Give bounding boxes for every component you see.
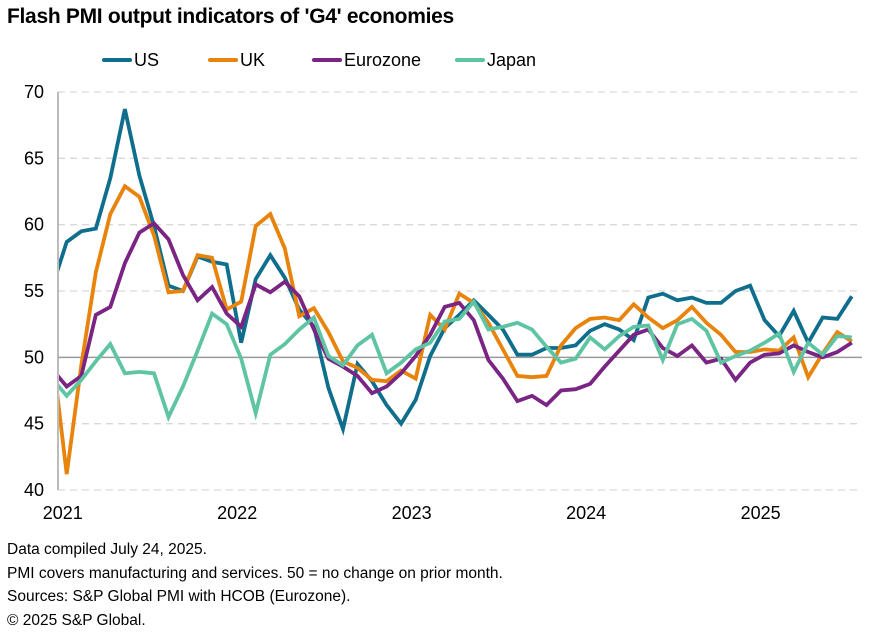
chart-title: Flash PMI output indicators of 'G4' econ… <box>7 5 454 28</box>
legend-label-japan: Japan <box>487 49 537 70</box>
series-line-japan <box>59 298 852 423</box>
note-sources: Sources: S&P Global PMI with HCOB (Euroz… <box>7 588 351 605</box>
legend-item-eurozone: Eurozone <box>312 48 421 72</box>
x-tick-label: 2022 <box>217 503 257 523</box>
legend-swatch-us <box>102 58 132 62</box>
note-data-compiled: Data compiled July 24, 2025. <box>7 541 207 558</box>
y-tick-label: 40 <box>24 480 44 500</box>
chart-legend: US UK Eurozone Japan <box>0 48 874 72</box>
y-tick-label: 50 <box>24 347 44 367</box>
y-tick-label: 55 <box>24 281 44 301</box>
y-axis-tick-labels: 40 45 50 55 60 65 70 <box>24 82 44 500</box>
series-line-us <box>59 108 854 436</box>
note-copyright: © 2025 S&P Global. <box>7 611 146 629</box>
x-axis-tick-labels: 2021 2022 2023 2024 2025 <box>43 503 781 523</box>
legend-label-eurozone: Eurozone <box>344 49 422 70</box>
legend-swatch-uk <box>208 58 238 62</box>
chart-notes: Data compiled July 24, 2025. PMI covers … <box>7 538 503 632</box>
x-tick-label: 2025 <box>741 503 781 523</box>
legend-item-japan: Japan <box>455 48 536 72</box>
legend-item-us: US <box>102 48 159 72</box>
y-tick-label: 65 <box>24 148 44 168</box>
note-pmi-coverage: PMI covers manufacturing and services. 5… <box>7 564 503 582</box>
legend-item-uk: UK <box>208 48 265 72</box>
legend-swatch-japan <box>455 58 485 62</box>
x-tick-label: 2021 <box>43 503 83 523</box>
y-tick-label: 60 <box>24 215 44 235</box>
series-lines <box>59 108 854 475</box>
legend-swatch-eurozone <box>312 58 342 62</box>
series-line-uk <box>59 183 853 475</box>
x-tick-label: 2024 <box>566 503 606 523</box>
x-tick-label: 2023 <box>392 503 432 523</box>
y-tick-label: 70 <box>24 82 44 102</box>
legend-label-us: US <box>134 49 160 70</box>
legend-label-uk: UK <box>240 49 266 70</box>
y-tick-label: 45 <box>24 414 44 434</box>
